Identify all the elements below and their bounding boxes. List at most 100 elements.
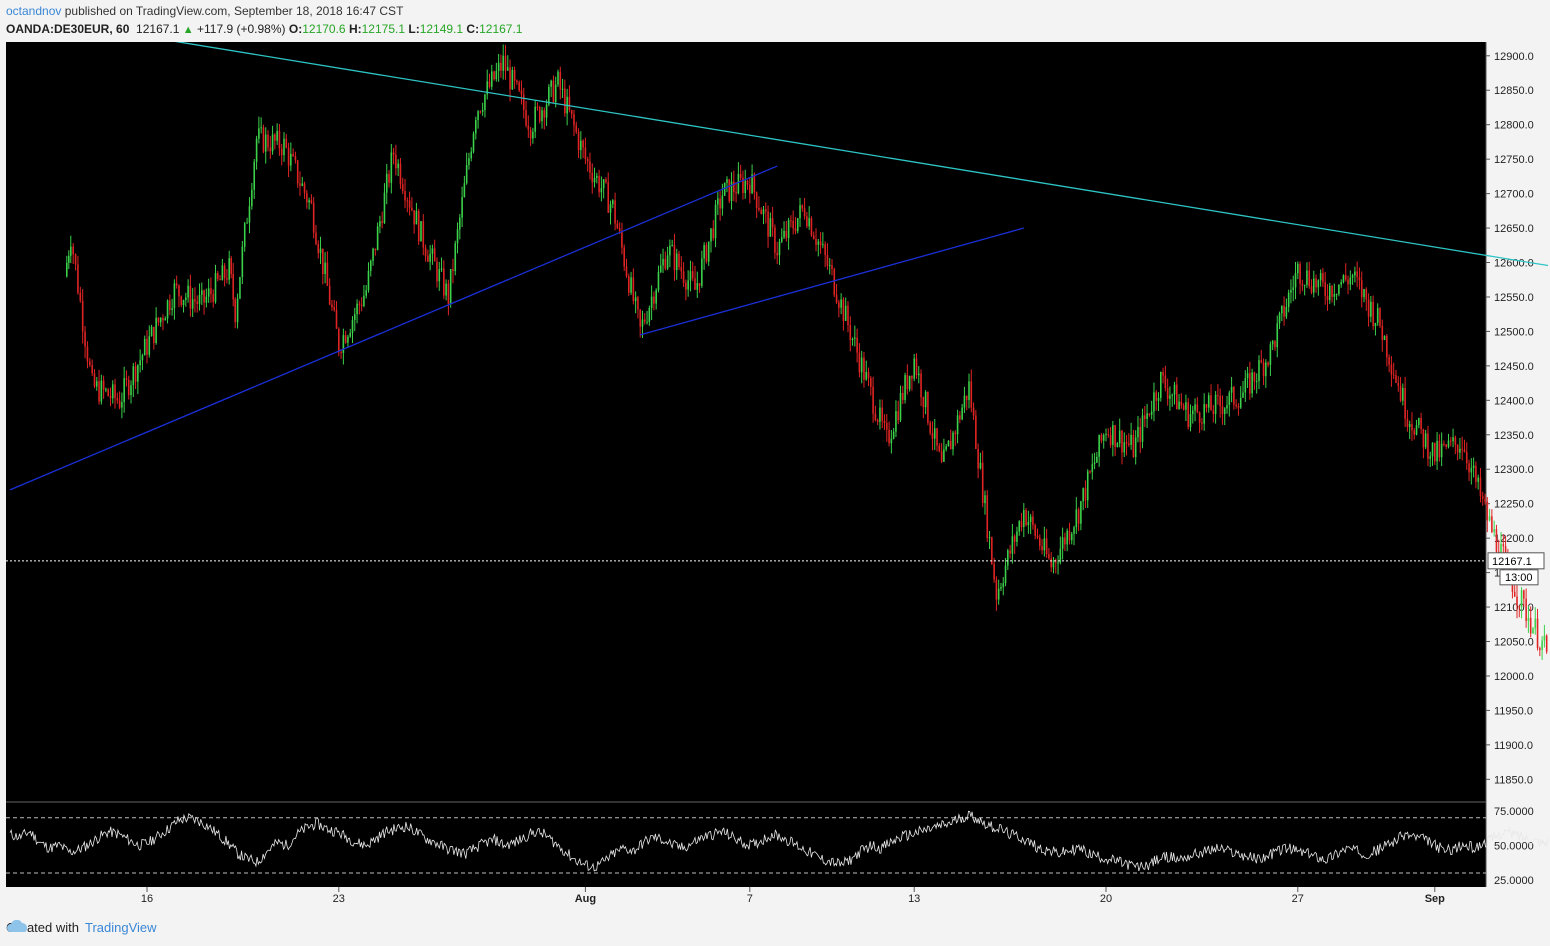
candle-body — [1203, 404, 1205, 424]
candle-body — [1493, 529, 1495, 532]
candle-body — [162, 317, 164, 321]
candle-body — [1025, 509, 1027, 526]
candle-body — [74, 254, 77, 265]
candle-body — [680, 267, 683, 272]
candle-body — [728, 179, 731, 202]
candle-body — [682, 271, 685, 283]
candle-body — [1431, 442, 1434, 457]
candle-body — [1502, 544, 1505, 547]
candle-body — [726, 179, 728, 183]
candle-body — [1338, 284, 1340, 294]
candle-body — [815, 238, 817, 245]
rsi-tick-label: 25.0000 — [1494, 875, 1534, 887]
tradingview-brand-link[interactable]: TradingView — [84, 920, 157, 935]
candle-body — [1157, 397, 1160, 401]
candle-body — [518, 82, 520, 91]
candle-body — [892, 431, 895, 439]
author-link[interactable]: octandnov — [6, 4, 62, 18]
candle-body — [879, 407, 881, 422]
candle-body — [456, 229, 459, 244]
candle-body — [1032, 516, 1034, 526]
candle-body — [662, 258, 664, 266]
candle-body — [1198, 412, 1201, 423]
candle-body — [1137, 426, 1139, 438]
candle-body — [1397, 382, 1400, 387]
candle-body — [125, 378, 128, 380]
candle-body — [917, 373, 920, 376]
candle-body — [1029, 516, 1032, 522]
candle-body — [981, 462, 984, 504]
candle-body — [1488, 516, 1491, 521]
candle-body — [1271, 341, 1274, 345]
candle-body — [689, 271, 692, 281]
candle-body — [947, 440, 950, 447]
candle-body — [1169, 395, 1171, 399]
candle-body — [1141, 415, 1144, 442]
candle-body — [187, 285, 189, 298]
candle-body — [849, 325, 852, 340]
candle-body — [1440, 443, 1443, 458]
candle-body — [968, 381, 970, 400]
candle-body — [191, 299, 194, 309]
candle-body — [1303, 284, 1306, 286]
candle-body — [1351, 275, 1354, 278]
candle-body — [1027, 521, 1030, 526]
candle-body — [1009, 550, 1011, 554]
candle-body — [552, 80, 555, 103]
candle-body — [1333, 294, 1336, 297]
candle-body — [427, 255, 429, 262]
candle-body — [719, 198, 721, 209]
candle-body — [1107, 434, 1110, 436]
candle-body — [972, 407, 975, 416]
candle-body — [317, 244, 320, 254]
candle-body — [783, 230, 785, 238]
price-chart[interactable]: 11850.0 11900.0 11950.0 12000.0 12050.0 12100… — [6, 42, 1548, 908]
price-tick-label: 12900.0 — [1494, 51, 1534, 63]
time-tick-label: 16 — [141, 893, 153, 905]
candle-body — [385, 173, 388, 193]
candle-body — [431, 248, 434, 254]
time-tick-label: 7 — [747, 893, 753, 905]
candle-body — [835, 294, 838, 303]
candle-body — [228, 258, 230, 280]
candle-body — [655, 290, 657, 304]
candle-body — [1210, 395, 1212, 411]
candle-body — [890, 438, 893, 444]
candle-body — [1452, 437, 1454, 442]
price-tick-label: 12200.0 — [1494, 533, 1534, 545]
candle-body — [808, 218, 810, 227]
candle-body — [1367, 299, 1370, 317]
candle-body — [459, 217, 461, 230]
candle-body — [888, 429, 890, 444]
candle-body — [1424, 433, 1427, 448]
candle-body — [520, 90, 523, 95]
candle-body — [1301, 283, 1304, 286]
candle-body — [68, 255, 70, 263]
candle-body — [840, 299, 842, 308]
chart-area[interactable]: 11850.0 11900.0 11950.0 12000.0 12050.0 12100… — [6, 42, 1548, 908]
price-tick-label: 12500.0 — [1494, 326, 1534, 338]
candle-body — [952, 432, 954, 450]
candle-body — [637, 297, 639, 310]
candle-body — [1235, 404, 1237, 407]
candle-body — [1191, 410, 1194, 415]
open-label: O: — [288, 22, 303, 36]
candle-body — [691, 271, 694, 279]
candle-body — [842, 299, 845, 321]
candle-body — [1228, 392, 1231, 406]
low-value: 12149.1 — [419, 22, 464, 36]
up-arrow-icon: ▲ — [182, 24, 194, 36]
candle-body — [118, 400, 121, 408]
candle-body — [1089, 471, 1091, 473]
candle-body — [308, 200, 310, 203]
candle-body — [1043, 538, 1046, 551]
high-value: 12175.1 — [361, 22, 406, 36]
candle-body — [243, 223, 246, 247]
candle-body — [737, 173, 740, 194]
candle-body — [1233, 387, 1235, 405]
candle-body — [164, 318, 167, 321]
candle-body — [260, 127, 262, 129]
candle-body — [570, 110, 573, 115]
candle-body — [522, 94, 525, 110]
candle-body — [1130, 434, 1132, 445]
